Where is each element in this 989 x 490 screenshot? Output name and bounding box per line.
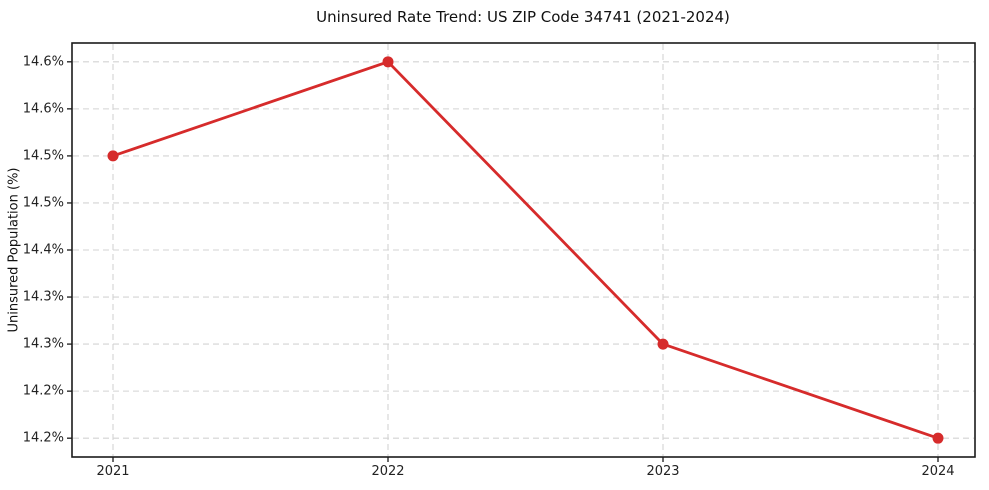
x-tick-label: 2021 (96, 464, 130, 479)
y-tick-label: 14.6% (22, 54, 64, 70)
x-tick-label: 2023 (646, 464, 680, 479)
trend-line (111, 60, 940, 440)
y-tick-label: 14.2% (22, 430, 64, 446)
data-point (657, 338, 669, 350)
y-tick-label: 14.3% (22, 336, 64, 352)
data-point (932, 432, 944, 444)
y-tick-label: 14.5% (22, 195, 64, 211)
y-tick-label: 14.4% (22, 242, 64, 258)
y-tick-label: 14.5% (22, 148, 64, 164)
y-tick-label: 14.3% (22, 289, 64, 305)
y-tick-label: 14.2% (22, 383, 64, 399)
data-point (107, 150, 119, 162)
data-point (382, 56, 394, 68)
x-tick-label: 2022 (371, 464, 405, 479)
y-tick-label: 14.6% (22, 101, 64, 117)
chart-title: Uninsured Rate Trend: US ZIP Code 34741 … (316, 8, 730, 26)
x-tick-label: 2024 (921, 464, 955, 479)
